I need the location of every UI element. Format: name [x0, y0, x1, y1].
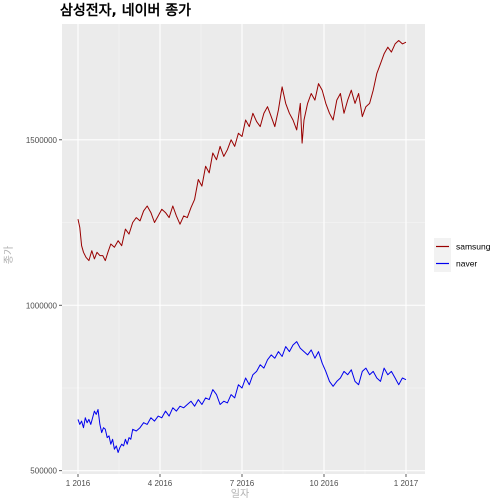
- legend-label-naver: naver: [456, 259, 477, 269]
- series-layer: [77, 40, 407, 453]
- x-tick-label: 4 2016: [148, 479, 173, 488]
- plot-panel: [62, 24, 425, 474]
- y-tick-label: 1000000: [26, 301, 58, 310]
- series-line-naver: [77, 341, 407, 453]
- x-axis-title: 일자: [231, 488, 249, 500]
- legend: samsung naver: [434, 238, 491, 272]
- y-tick-label: 500000: [30, 467, 57, 476]
- series-line-samsung: [77, 40, 407, 262]
- y-axis-title: 종가: [3, 246, 15, 264]
- chart-title: 삼성전자, 네이버 종가: [60, 2, 191, 19]
- grid: [62, 24, 425, 474]
- legend-label-samsung: samsung: [456, 242, 491, 252]
- axis-ticks: 500000 1000000 1500000 1 2016 4 2016 7 2016 10…: [26, 136, 419, 488]
- x-tick-label: 10 2016: [310, 479, 339, 488]
- x-tick-label: 1 2016: [66, 479, 91, 488]
- x-tick-label: 1 2017: [394, 479, 419, 488]
- x-tick-label: 7 2016: [230, 479, 255, 488]
- y-tick-label: 1500000: [26, 136, 58, 145]
